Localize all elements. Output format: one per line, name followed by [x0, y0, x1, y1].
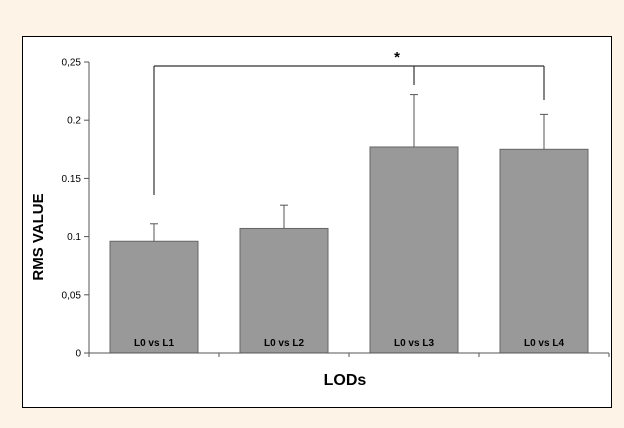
bar-category-label: L0 vs L4 — [524, 338, 564, 349]
axes-group: 0 0,05 0.1 0.15 0.2 0,25 — [62, 58, 610, 360]
bar — [499, 148, 589, 354]
y-axis-label: RMS VALUE — [30, 193, 47, 280]
y-tick-label: 0.2 — [67, 116, 81, 127]
bar-category-label: L0 vs L2 — [264, 338, 304, 349]
bar — [239, 227, 329, 354]
y-tick-label: 0.1 — [67, 232, 81, 243]
chart-panel: L0 vs L1 L0 vs L2 L0 vs L3 L0 vs L4 0 0,05 0.… — [22, 36, 612, 408]
error-bars-group — [150, 94, 548, 242]
bar — [369, 146, 459, 354]
y-tick-label: 0.15 — [62, 174, 82, 185]
significance-group: * — [153, 49, 545, 195]
y-tick-label: 0 — [75, 349, 81, 360]
x-axis-label: LODs — [324, 372, 367, 389]
bar-chart: L0 vs L1 L0 vs L2 L0 vs L3 L0 vs L4 0 0,05 0.… — [30, 49, 610, 389]
bar-category-label: L0 vs L1 — [134, 338, 174, 349]
bar-category-label: L0 vs L3 — [394, 338, 434, 349]
bar — [109, 240, 199, 354]
bars-group: L0 vs L1 L0 vs L2 L0 vs L3 L0 vs L4 — [109, 146, 589, 354]
significance-marker: * — [394, 49, 400, 66]
y-tick-label: 0,05 — [62, 290, 82, 301]
y-tick-label: 0,25 — [62, 58, 82, 69]
